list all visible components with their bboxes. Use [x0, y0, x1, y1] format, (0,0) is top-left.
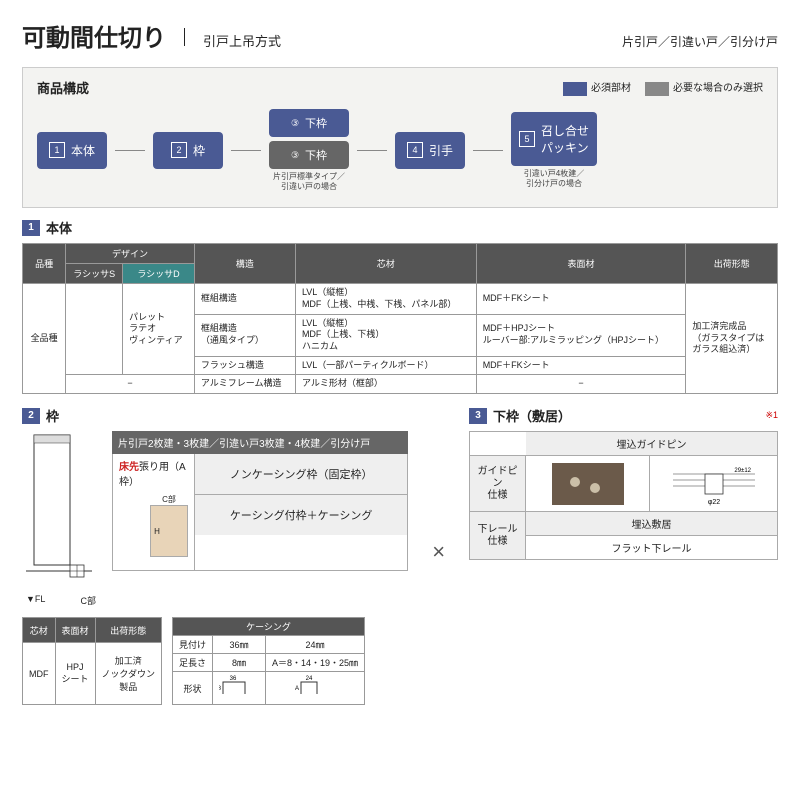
mini-tables: 芯材表面材出荷形態 MDFHPJ シート加工済 ノックダウン 製品 ケーシング …	[22, 617, 408, 705]
section-3-note: ※1	[765, 410, 778, 421]
svg-text:φ22: φ22	[707, 499, 719, 506]
svg-text:8: 8	[219, 686, 222, 692]
node-3b-caption: 片引戸標準タイプ／ 引違い戸の場合	[273, 172, 345, 191]
node-3a: ③下枠	[269, 109, 349, 137]
section-3-badge: 3	[469, 408, 487, 424]
node-4: 4引手	[395, 132, 465, 169]
mini-table-casing: ケーシング 見付け36㎜24㎜ 足長さ8㎜A＝8・14・19・25㎜ 形状 36…	[172, 617, 365, 705]
legend-required-swatch	[563, 82, 587, 96]
legend-optional-swatch	[645, 82, 669, 96]
composition-panel: 商品構成 必須部材 必要な場合のみ選択 1本体 2枠 ③下枠 ③下枠 片引戸標準…	[22, 67, 778, 208]
section-3-title: 下枠（敷居）	[493, 406, 571, 425]
header-variants: 片引戸／引違い戸／引分け戸	[622, 33, 778, 50]
svg-text:29±12: 29±12	[734, 468, 751, 474]
flow-diagram: 1本体 2枠 ③下枠 ③下枠 片引戸標準タイプ／ 引違い戸の場合 4引手 5召し…	[37, 109, 763, 191]
frame-table-header: 片引戸2枚建・3枚建／引違い戸3枚建・4枚建／引分け戸	[112, 431, 408, 454]
section-1-badge: 1	[22, 220, 40, 236]
node-5: 5召し合せ パッキン	[511, 112, 597, 166]
frame-type-table: 片引戸2枚建・3枚建／引違い戸3枚建・4枚建／引分け戸 床先張り用（A枠） C部…	[112, 431, 408, 571]
node-5-caption: 引違い戸4枚建／ 引分け戸の場合	[524, 169, 584, 188]
section-1-head: 1 本体	[22, 218, 778, 237]
multiply-icon: ×	[426, 539, 451, 565]
section-1-title: 本体	[46, 218, 72, 237]
section-2-title: 枠	[46, 406, 59, 425]
node-1: 1本体	[37, 132, 107, 169]
page-subtitle: 引戸上吊方式	[203, 31, 281, 50]
composition-title: 商品構成	[37, 78, 89, 97]
section-3-head: 3 下枠（敷居） ※1	[469, 406, 778, 425]
svg-text:24: 24	[306, 676, 313, 682]
section-2-head: 2 枠	[22, 406, 408, 425]
mini-table-material: 芯材表面材出荷形態 MDFHPJ シート加工済 ノックダウン 製品	[22, 617, 162, 705]
legend-required-label: 必須部材	[591, 83, 631, 94]
divider	[184, 28, 185, 46]
svg-text:36: 36	[230, 676, 237, 682]
guide-pin-photo	[552, 463, 624, 505]
frame-cell-casing: ケーシング付枠＋ケーシング	[195, 495, 407, 535]
shikii-table: . 埋込ガイドピン ガイドピン 仕様 φ22 29±12	[469, 431, 778, 560]
node-2: 2枠	[153, 132, 223, 169]
page-header: 可動間仕切り 引戸上吊方式 片引戸／引違い戸／引分け戸	[22, 18, 778, 53]
frame-cell-noncasing: ノンケーシング枠（固定枠）	[195, 454, 407, 495]
page-title: 可動間仕切り	[22, 18, 166, 53]
legend-optional-label: 必要な場合のみ選択	[673, 83, 763, 94]
legend: 必須部材 必要な場合のみ選択	[563, 79, 763, 95]
spec-table-1: 品種 デザイン 構造 芯材 表面材 出荷形態 ラシッサS ラシッサD 全品種 パ…	[22, 243, 778, 394]
guide-pin-diagram: φ22 29±12	[669, 462, 759, 506]
node-3b: ③下枠	[269, 141, 349, 169]
section-2-badge: 2	[22, 408, 40, 424]
svg-text:A: A	[295, 686, 299, 692]
door-diagram: ▼FLC部	[22, 431, 102, 607]
